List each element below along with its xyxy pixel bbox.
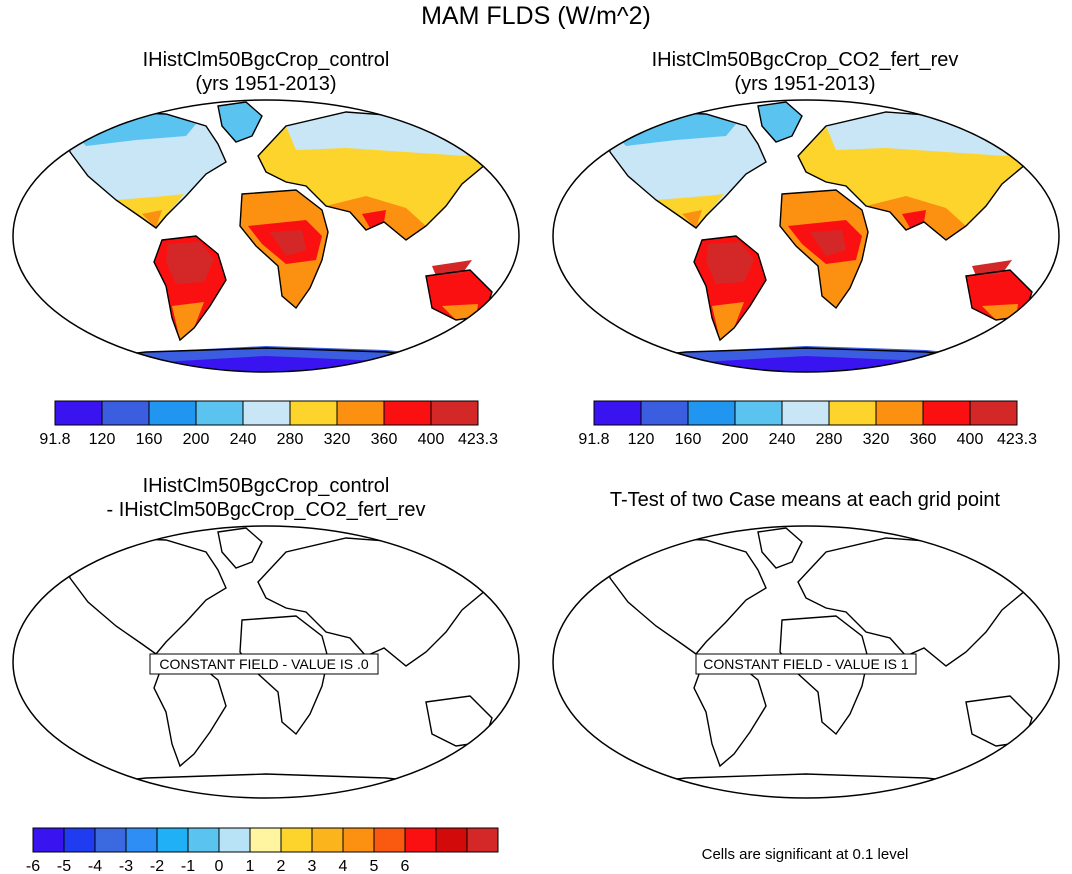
colorbar-box [242, 400, 291, 426]
colorbar-tick-label: 120 [89, 431, 116, 448]
panel-2-title-line2: (yrs 1951-2013) [734, 73, 876, 95]
colorbar-box [156, 827, 189, 853]
colorbar-tick-label: 400 [418, 431, 445, 448]
colorbar-tick-label: 160 [675, 431, 702, 448]
colorbar-box [311, 827, 344, 853]
colorbar-box [94, 827, 127, 853]
colorbar-tick-label: 3 [308, 858, 317, 874]
colorbar-box [101, 400, 150, 426]
significance-note: Cells are significant at 0.1 level [701, 846, 909, 863]
panel-3-title: IHistClm50BgcCrop_control - IHistClm50Bg… [16, 474, 516, 522]
colorbar-tick-label: 360 [371, 431, 398, 448]
colorbar-tick-label: 240 [230, 431, 257, 448]
map-panel-difference [12, 525, 520, 799]
colorbar-box [373, 827, 406, 853]
colorbar-tick-label: 400 [957, 431, 984, 448]
panel-1-title-line2: (yrs 1951-2013) [195, 73, 337, 95]
colorbar-box [781, 400, 830, 426]
colorbar-box [32, 827, 65, 853]
colorbar-box [687, 400, 736, 426]
panel-3-title-line2: - IHistClm50BgcCrop_CO2_fert_rev [106, 499, 426, 521]
colorbar-tick-label: -3 [119, 858, 133, 874]
colorbar-tick-label: 160 [136, 431, 163, 448]
colorbar-box [289, 400, 338, 426]
colorbar-tick-label: 91.8 [39, 431, 70, 448]
colorbar-co2-fert-rev: 91.8 120 160 200 240 280 320 360 400 423.3 [578, 400, 1037, 448]
colorbar-box [383, 400, 432, 426]
colorbar-difference: -6 -5 -4 -3 -2 -1 0 1 2 3 4 5 6 [26, 827, 499, 874]
map-panel-control [12, 99, 520, 373]
colorbar-box [593, 400, 642, 426]
colorbar-box [430, 400, 479, 426]
panel-3-title-line1: IHistClm50BgcCrop_control [142, 475, 390, 497]
colorbar-tick-label: 4 [339, 858, 348, 874]
colorbar-tick-label: 360 [910, 431, 937, 448]
colorbar-box [148, 400, 197, 426]
colorbar-tick-label: 240 [769, 431, 796, 448]
colorbar-tick-label: 423.3 [997, 431, 1037, 448]
colorbar-box [404, 827, 437, 853]
constant-field-text-diff: CONSTANT FIELD - VALUE IS .0 [159, 656, 368, 672]
colorbar-tick-label: 200 [722, 431, 749, 448]
constant-field-label-ttest: CONSTANT FIELD - VALUE IS 1 [695, 653, 917, 675]
colorbar-box [875, 400, 924, 426]
colorbar-tick-label: -2 [150, 858, 164, 874]
colorbar-box [336, 400, 385, 426]
map-panel-co2-fert-rev [552, 99, 1060, 373]
colorbar-tick-label: 280 [277, 431, 304, 448]
constant-field-label-diff: CONSTANT FIELD - VALUE IS .0 [149, 653, 379, 675]
panel-2-title: IHistClm50BgcCrop_CO2_fert_rev (yrs 1951… [555, 48, 1055, 96]
figure-title: MAM FLDS (W/m^2) [421, 2, 651, 30]
colorbar-control: 91.8 120 160 200 240 280 320 360 400 423.3 [39, 400, 498, 448]
colorbar-tick-label: -1 [181, 858, 195, 874]
colorbar-tick-label: 423.3 [458, 431, 498, 448]
map-panel-ttest [552, 525, 1060, 799]
colorbar-box [640, 400, 689, 426]
colorbar-tick-label: 320 [324, 431, 351, 448]
colorbar-tick-label: 5 [370, 858, 379, 874]
colorbar-tick-label: 91.8 [578, 431, 609, 448]
colorbar-tick-label: 120 [628, 431, 655, 448]
colorbar-tick-label: -4 [88, 858, 102, 874]
colorbar-box [125, 827, 158, 853]
colorbar-tick-label: 2 [277, 858, 286, 874]
colorbar-box [63, 827, 96, 853]
colorbar-box [734, 400, 783, 426]
colorbar-box [828, 400, 877, 426]
colorbar-box [187, 827, 220, 853]
colorbar-tick-label: 0 [215, 858, 224, 874]
colorbar-tick-label: 6 [401, 858, 410, 874]
colorbar-box [435, 827, 468, 853]
panel-2-title-line1: IHistClm50BgcCrop_CO2_fert_rev [651, 49, 959, 71]
colorbar-tick-label: 320 [863, 431, 890, 448]
colorbar-tick-label: 200 [183, 431, 210, 448]
panel-1-title: IHistClm50BgcCrop_control (yrs 1951-2013… [16, 48, 516, 96]
colorbar-box [466, 827, 499, 853]
colorbar-tick-label: -5 [57, 858, 71, 874]
colorbar-tick-label: 1 [246, 858, 255, 874]
colorbar-box [218, 827, 251, 853]
colorbar-box [922, 400, 971, 426]
colorbar-box [195, 400, 244, 426]
colorbar-box [280, 827, 313, 853]
panel-4-title: T-Test of two Case means at each grid po… [555, 488, 1055, 512]
colorbar-tick-label: -6 [26, 858, 40, 874]
panel-1-title-line1: IHistClm50BgcCrop_control [142, 49, 390, 71]
panel-4-title-line1: T-Test of two Case means at each grid po… [609, 489, 1001, 511]
colorbar-box [249, 827, 282, 853]
colorbar-box [54, 400, 103, 426]
colorbar-box [969, 400, 1018, 426]
colorbar-tick-label: 280 [816, 431, 843, 448]
colorbar-box [342, 827, 375, 853]
constant-field-text-ttest: CONSTANT FIELD - VALUE IS 1 [703, 656, 909, 672]
